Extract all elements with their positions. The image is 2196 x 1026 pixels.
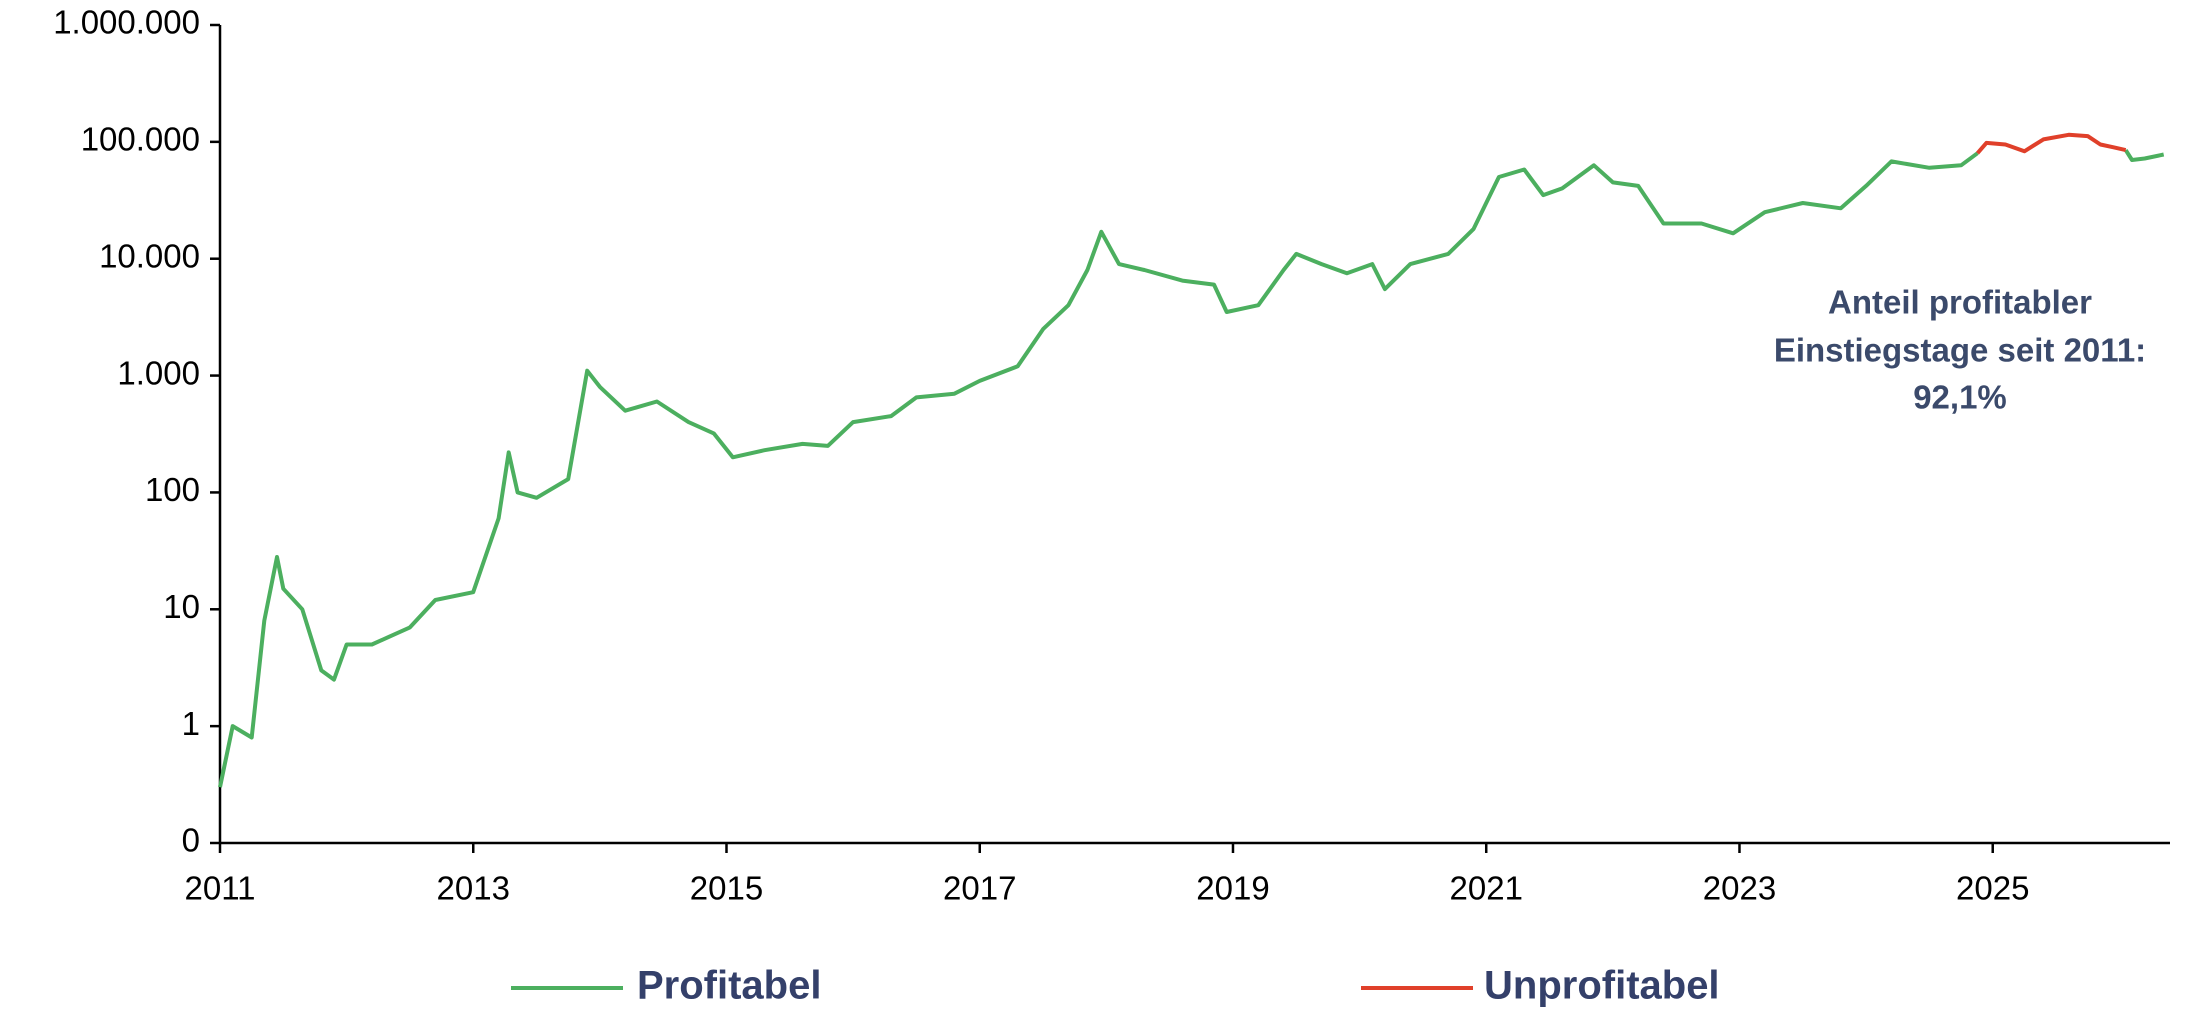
y-tick-label: 10 xyxy=(163,588,200,625)
y-tick-label: 100 xyxy=(145,471,200,508)
y-tick-label: 0 xyxy=(182,822,200,859)
x-tick-label: 2025 xyxy=(1956,870,2029,907)
annotation: 92,1% xyxy=(1913,379,2007,416)
y-tick-label: 100.000 xyxy=(81,121,200,158)
x-tick-label: 2017 xyxy=(943,870,1016,907)
x-tick-label: 2019 xyxy=(1196,870,1269,907)
legend-label: Unprofitabel xyxy=(1484,964,1720,1008)
x-tick-label: 2021 xyxy=(1450,870,1523,907)
annotation: Einstiegstage seit 2011: xyxy=(1774,332,2146,369)
y-tick-label: 1.000 xyxy=(117,354,200,391)
x-tick-label: 2015 xyxy=(690,870,763,907)
line-series xyxy=(218,149,2165,788)
annotation: Anteil profitabler xyxy=(1828,284,2092,321)
line-series xyxy=(1975,132,2127,155)
y-tick-label: 1 xyxy=(182,705,200,742)
x-tick-label: 2023 xyxy=(1703,870,1776,907)
y-tick-label: 10.000 xyxy=(99,237,200,274)
y-tick-label: 1.000.000 xyxy=(53,4,200,41)
x-tick-label: 2013 xyxy=(437,870,510,907)
legend-label: Profitabel xyxy=(637,964,821,1008)
x-tick-label: 2011 xyxy=(185,870,256,907)
